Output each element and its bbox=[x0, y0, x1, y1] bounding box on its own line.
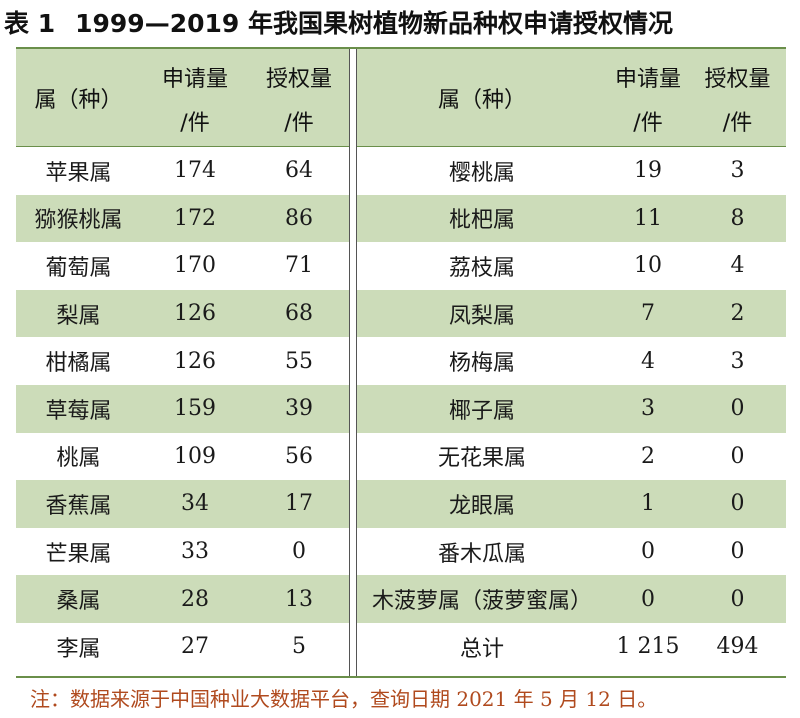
grants-cell-right: 3 bbox=[730, 348, 745, 374]
grants-cell-left: 0 bbox=[292, 539, 306, 565]
applications-cell-right: 0 bbox=[641, 586, 655, 612]
header-applications-unit-left: /件 bbox=[180, 111, 210, 136]
table-row: 桑属 28 13 木菠萝属（菠萝蜜属） 0 0 bbox=[16, 575, 786, 623]
genus-cell-right: 樱桃属 bbox=[448, 160, 515, 186]
genus-cell-left: 柑橘属 bbox=[45, 351, 112, 377]
table-caption: 表 1 1999—2019 年我国果树植物新品种权申请授权情况 bbox=[0, 0, 800, 44]
genus-cell-left: 桑属 bbox=[56, 589, 101, 615]
grants-cell-right: 0 bbox=[730, 443, 745, 469]
table-row: 猕猴桃属 172 86 枇杷属 11 8 bbox=[16, 194, 786, 243]
genus-cell-right: 总计 bbox=[459, 636, 504, 662]
header-grants-unit-right: /件 bbox=[722, 111, 753, 136]
grants-cell-left: 5 bbox=[292, 634, 306, 660]
table-row: 芒果属 33 0 番木瓜属 0 0 bbox=[16, 528, 786, 576]
grants-cell-right: 0 bbox=[730, 396, 745, 422]
applications-cell-left: 172 bbox=[174, 205, 216, 231]
grants-cell-left: 56 bbox=[285, 443, 313, 469]
table-note: 注：数据来源于中国种业大数据平台，查询日期 2021 年 5 月 12 日。 bbox=[30, 686, 658, 711]
header-applications-unit-right: /件 bbox=[633, 111, 663, 136]
grants-cell-right: 2 bbox=[730, 301, 745, 327]
applications-cell-right: 2 bbox=[641, 443, 655, 469]
genus-cell-left: 草莓属 bbox=[45, 398, 112, 424]
header-applications-right: 申请量 bbox=[614, 67, 681, 92]
applications-cell-left: 28 bbox=[181, 586, 209, 612]
genus-cell-left: 李属 bbox=[56, 636, 101, 662]
applications-cell-left: 126 bbox=[174, 301, 216, 327]
table-row: 桃属 109 56 无花果属 2 0 bbox=[16, 433, 786, 481]
genus-cell-right: 杨梅属 bbox=[448, 351, 515, 377]
genus-cell-right: 无花果属 bbox=[437, 446, 526, 472]
applications-cell-right: 7 bbox=[641, 301, 655, 327]
header-grants-unit-left: /件 bbox=[284, 111, 314, 136]
grants-cell-left: 39 bbox=[285, 396, 313, 422]
genus-cell-right: 番木瓜属 bbox=[437, 541, 526, 567]
grants-cell-left: 13 bbox=[285, 586, 313, 612]
genus-cell-right: 木菠萝属（菠萝蜜属） bbox=[371, 589, 592, 615]
table-row: 香蕉属 34 17 龙眼属 1 0 bbox=[16, 480, 786, 528]
applications-cell-right: 0 bbox=[641, 539, 655, 565]
genus-cell-left: 猕猴桃属 bbox=[34, 208, 123, 234]
applications-cell-left: 27 bbox=[181, 634, 209, 660]
genus-cell-left: 葡萄属 bbox=[45, 255, 112, 281]
table-row: 梨属 126 68 凤梨属 7 2 bbox=[16, 289, 786, 338]
genus-cell-left: 香蕉属 bbox=[45, 493, 112, 519]
genus-cell-left: 苹果属 bbox=[45, 160, 112, 186]
applications-cell-left: 159 bbox=[174, 396, 216, 422]
applications-cell-right: 3 bbox=[641, 396, 655, 422]
data-table: 属（种） 申请量 /件 授权量 /件 属（种） 申请量 /件 授权量 /件 苹果… bbox=[16, 47, 786, 678]
applications-cell-right: 10 bbox=[634, 253, 662, 279]
header-grants-left: 授权量 bbox=[265, 67, 332, 92]
table-title: 1999—2019 年我国果树植物新品种权申请授权情况 bbox=[75, 9, 673, 38]
applications-cell-left: 174 bbox=[174, 158, 216, 184]
table-body: 苹果属 174 64 樱桃属 19 3 猕猴桃属 172 86 枇杷属 11 8 葡萄属 170 71 荔枝属… bbox=[16, 147, 786, 671]
applications-cell-right: 11 bbox=[634, 205, 662, 231]
applications-cell-right: 4 bbox=[641, 348, 655, 374]
grants-cell-right: 4 bbox=[730, 253, 745, 279]
grants-cell-right: 0 bbox=[730, 491, 745, 517]
genus-cell-left: 芒果属 bbox=[45, 541, 112, 567]
grants-cell-right: 494 bbox=[716, 634, 759, 660]
grants-cell-right: 0 bbox=[730, 586, 745, 612]
header-applications-left: 申请量 bbox=[161, 67, 228, 92]
table-number: 表 1 bbox=[4, 9, 56, 38]
header-grants-right: 授权量 bbox=[704, 67, 771, 92]
applications-cell-left: 126 bbox=[174, 348, 216, 374]
grants-cell-left: 55 bbox=[285, 348, 313, 374]
applications-cell-right: 1 bbox=[641, 491, 655, 517]
grants-cell-left: 71 bbox=[285, 253, 313, 279]
grants-cell-right: 8 bbox=[730, 205, 745, 231]
applications-cell-left: 170 bbox=[174, 253, 216, 279]
genus-cell-right: 枇杷属 bbox=[448, 208, 515, 234]
table-row: 李属 27 5 总计 1 215 494 bbox=[16, 623, 786, 671]
applications-cell-left: 109 bbox=[174, 443, 216, 469]
genus-cell-right: 凤梨属 bbox=[448, 303, 515, 329]
genus-cell-left: 梨属 bbox=[56, 303, 101, 329]
table-row: 葡萄属 170 71 荔枝属 10 4 bbox=[16, 242, 786, 290]
applications-cell-left: 34 bbox=[181, 491, 209, 517]
column-divider bbox=[349, 49, 357, 676]
grants-cell-right: 3 bbox=[730, 158, 745, 184]
applications-cell-left: 33 bbox=[181, 539, 209, 565]
grants-cell-right: 0 bbox=[730, 539, 745, 565]
genus-cell-right: 龙眼属 bbox=[448, 493, 515, 519]
applications-cell-right: 1 215 bbox=[616, 634, 680, 660]
header-genus-left: 属（种） bbox=[34, 87, 123, 113]
genus-cell-right: 椰子属 bbox=[448, 398, 515, 424]
grants-cell-left: 17 bbox=[285, 491, 313, 517]
table-row: 柑橘属 126 55 杨梅属 4 3 bbox=[16, 337, 786, 385]
genus-cell-right: 荔枝属 bbox=[448, 255, 515, 281]
table-row: 苹果属 174 64 樱桃属 19 3 bbox=[16, 147, 786, 195]
table-header: 属（种） 申请量 /件 授权量 /件 属（种） 申请量 /件 授权量 /件 bbox=[16, 49, 786, 147]
genus-cell-left: 桃属 bbox=[56, 446, 101, 472]
grants-cell-left: 64 bbox=[285, 158, 313, 184]
header-genus-right: 属（种） bbox=[437, 87, 526, 113]
table-row: 草莓属 159 39 椰子属 3 0 bbox=[16, 384, 786, 433]
applications-cell-right: 19 bbox=[634, 158, 662, 184]
grants-cell-left: 68 bbox=[285, 301, 313, 327]
grants-cell-left: 86 bbox=[285, 205, 313, 231]
